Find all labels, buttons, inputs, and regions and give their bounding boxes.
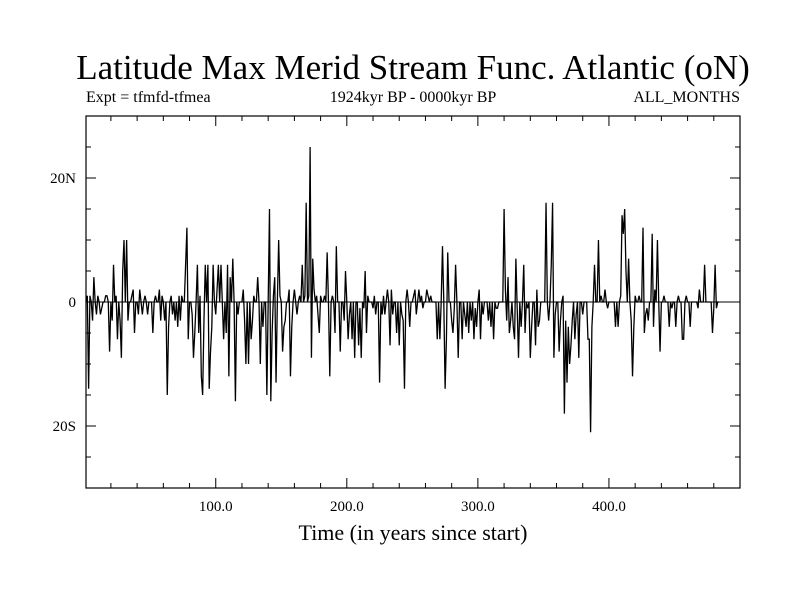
x-axis-label: Time (in years since start) [298,520,528,545]
x-tick-label: 300.0 [461,499,495,515]
chart-title: Latitude Max Merid Stream Func. Atlantic… [76,48,750,87]
x-tick-label: 100.0 [199,499,233,515]
series-line [85,146,720,433]
months-label: ALL_MONTHS [633,89,740,106]
y-tick-label: 20N [50,171,76,187]
y-tick-label: 0 [69,295,77,311]
x-tick-label: 400.0 [592,499,626,515]
time-range-label: 1924kyr BP - 0000kyr BP [329,89,497,106]
experiment-label: Expt = tfmfd-tfmea [86,89,211,106]
x-tick-label: 200.0 [330,499,364,515]
y-tick-label: 20S [53,419,76,435]
